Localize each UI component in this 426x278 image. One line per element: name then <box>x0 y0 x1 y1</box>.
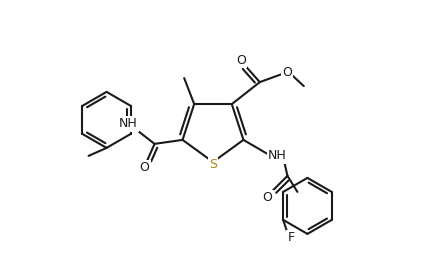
Text: NH: NH <box>119 117 138 130</box>
Text: F: F <box>288 231 295 244</box>
Text: O: O <box>236 54 246 67</box>
Text: O: O <box>262 191 272 204</box>
Text: O: O <box>140 162 150 174</box>
Text: O: O <box>282 66 292 79</box>
Text: S: S <box>209 158 217 170</box>
Text: NH: NH <box>268 149 287 162</box>
